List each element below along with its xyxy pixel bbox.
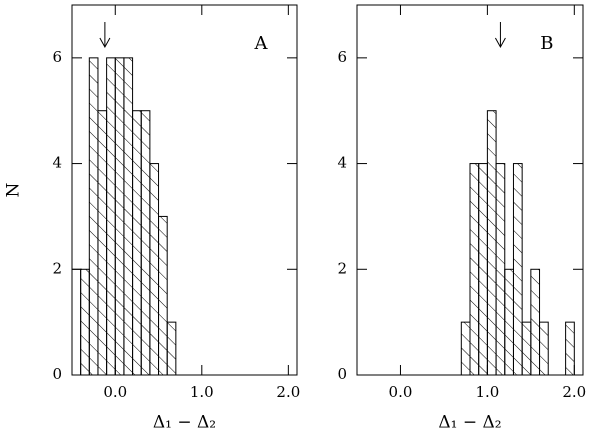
hatched-bar <box>478 163 488 375</box>
hatched-bar <box>141 110 150 375</box>
x-axis-label: Δ₁ − Δ₂ <box>153 413 216 433</box>
hatched-bar <box>158 216 168 375</box>
hatched-bar <box>106 57 116 375</box>
hatched-bar <box>513 163 523 375</box>
x-tick-label: 2.0 <box>276 383 300 401</box>
x-tick-label: 0.0 <box>389 383 413 401</box>
hatched-bar <box>504 269 514 375</box>
hatched-bar <box>115 57 124 375</box>
y-tick-label: 6 <box>52 48 62 66</box>
hatched-bar <box>167 322 176 375</box>
hatched-bar <box>496 163 505 375</box>
y-tick-label: 4 <box>52 154 62 172</box>
x-tick-label: 0.0 <box>103 383 127 401</box>
hatched-bar <box>89 57 98 375</box>
hatched-bar <box>97 110 107 375</box>
y-tick-label: 0 <box>337 365 347 383</box>
x-tick-label: 2.0 <box>562 383 586 401</box>
y-tick-label: 4 <box>337 154 347 172</box>
y-axis-label: N <box>4 182 24 197</box>
hatched-bar <box>80 269 90 375</box>
hatched-bar <box>132 110 142 375</box>
x-axis-label: Δ₁ − Δ₂ <box>438 413 501 433</box>
hatched-bar <box>530 269 540 375</box>
hatched-bar <box>565 322 575 375</box>
hatched-bar <box>461 322 470 375</box>
plot-frame <box>71 4 298 376</box>
hatched-bar <box>123 57 133 375</box>
hatched-bar <box>470 163 479 375</box>
x-tick-label: 1.0 <box>475 383 499 401</box>
panel-label: B <box>540 33 553 54</box>
y-tick-label: 0 <box>52 365 62 383</box>
panel-label: A <box>254 33 269 54</box>
hatched-bar <box>487 110 497 375</box>
hatched-bar <box>539 322 549 375</box>
y-tick-label: 6 <box>337 48 347 66</box>
hatched-bar <box>149 163 159 375</box>
marker-arrow-head <box>99 37 111 49</box>
y-tick-label: 2 <box>52 259 62 277</box>
marker-arrow-head <box>494 37 506 49</box>
plot-frame <box>356 4 584 376</box>
hatched-bar <box>522 322 531 375</box>
y-tick-label: 2 <box>337 259 347 277</box>
bar <box>71 268 82 376</box>
x-tick-label: 1.0 <box>190 383 214 401</box>
